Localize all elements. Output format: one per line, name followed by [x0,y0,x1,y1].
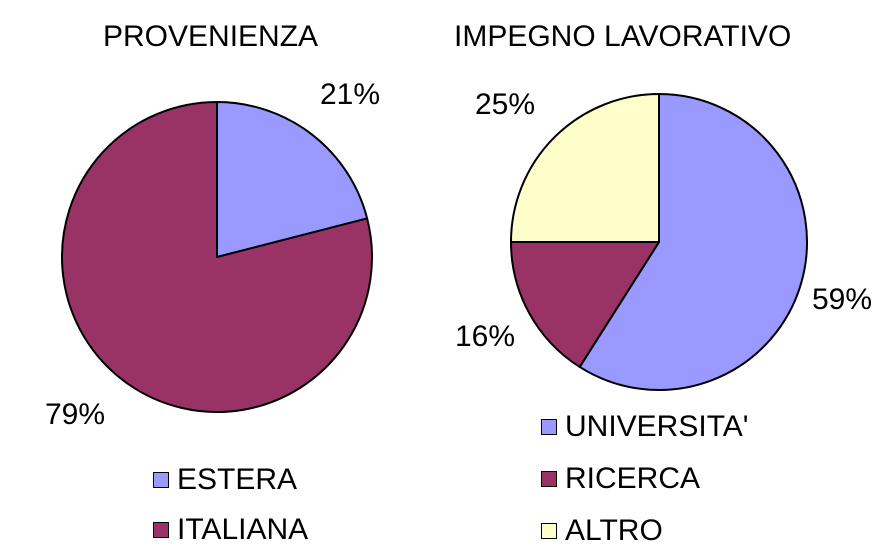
pie-slice-provenienza-italiana [61,101,373,413]
slice-label-altro: 25% [475,88,536,121]
legend-swatch-estera [153,472,169,488]
legend-item-estera: ESTERA [153,463,297,497]
slice-label-estera: 21% [320,78,381,111]
pie-slice-impegno-ricerca [510,241,660,368]
legend-item-universita: UNIVERSITA' [541,410,749,444]
pie-slice-impegno-universita [578,93,808,391]
legend-label-universita: UNIVERSITA' [565,410,749,443]
legend-swatch-ricerca [541,471,557,487]
chart-title-impegno-lavorativo: IMPEGNO LAVORATIVO [454,20,792,53]
legend-label-ricerca: RICERCA [565,462,701,495]
legend-label-italiana: ITALIANA [177,513,309,546]
slice-label-italiana: 79% [45,398,106,431]
legend-label-estera: ESTERA [177,463,298,496]
pie-slice-impegno-altro [510,93,660,243]
legend-item-italiana: ITALIANA [153,513,308,547]
legend-swatch-altro [541,523,557,539]
legend-swatch-italiana [153,522,169,538]
legend-item-ricerca: RICERCA [541,462,700,496]
chart-title-provenienza: PROVENIENZA [103,20,319,53]
legend-label-altro: ALTRO [565,514,663,547]
slice-label-universita: 59% [812,283,873,316]
pie-slice-provenienza-estera [216,101,369,258]
legend-swatch-universita [541,419,557,435]
slice-label-ricerca: 16% [455,320,516,353]
legend-item-altro: ALTRO [541,514,663,548]
